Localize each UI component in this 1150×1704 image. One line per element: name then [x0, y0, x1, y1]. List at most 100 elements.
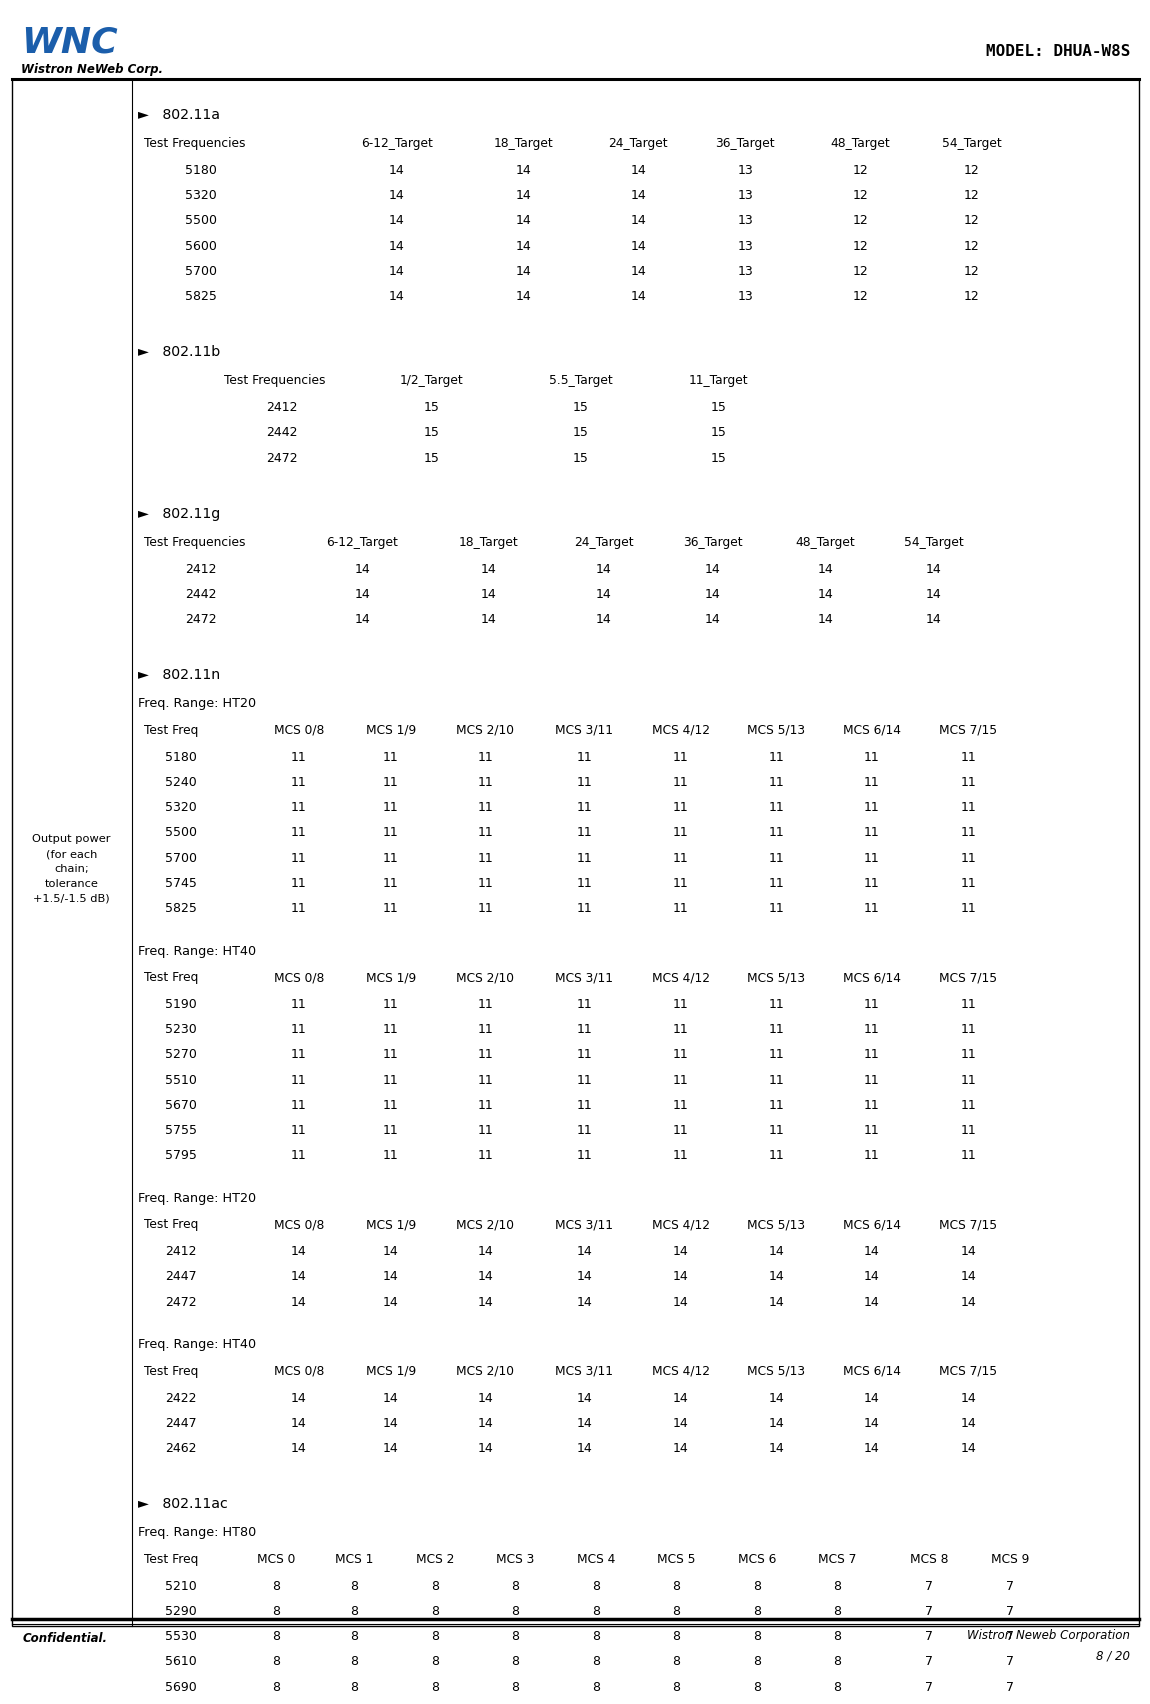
- Text: 11: 11: [960, 801, 976, 815]
- Text: 14: 14: [383, 1295, 399, 1309]
- Text: 11: 11: [768, 1125, 784, 1137]
- Text: 11: 11: [291, 1125, 307, 1137]
- Text: 14: 14: [477, 1392, 493, 1404]
- Text: 11: 11: [768, 878, 784, 889]
- Text: 8: 8: [592, 1631, 599, 1643]
- Text: 5600: 5600: [185, 240, 217, 252]
- Text: 8: 8: [431, 1655, 438, 1668]
- Text: 5745: 5745: [164, 878, 197, 889]
- Text: 14: 14: [389, 290, 405, 303]
- Text: 14: 14: [673, 1442, 689, 1455]
- Text: 11: 11: [576, 878, 592, 889]
- Text: 14: 14: [389, 264, 405, 278]
- Text: MCS 3/11: MCS 3/11: [555, 724, 613, 736]
- Text: 11: 11: [768, 1099, 784, 1111]
- Text: 11: 11: [291, 1148, 307, 1162]
- Text: 5500: 5500: [185, 215, 217, 227]
- Text: 14: 14: [705, 613, 721, 625]
- Text: 8: 8: [834, 1631, 841, 1643]
- Text: MCS 2/10: MCS 2/10: [457, 971, 514, 983]
- Text: 2412: 2412: [164, 1246, 197, 1258]
- Text: MCS 2/10: MCS 2/10: [457, 1365, 514, 1379]
- Text: 14: 14: [576, 1392, 592, 1404]
- Text: 11: 11: [477, 1074, 493, 1087]
- Text: 11: 11: [673, 1099, 689, 1111]
- Text: 11: 11: [673, 852, 689, 864]
- Text: 5755: 5755: [164, 1125, 197, 1137]
- Text: 14: 14: [596, 562, 612, 576]
- Text: 11: 11: [291, 852, 307, 864]
- Text: 5510: 5510: [164, 1074, 197, 1087]
- Text: 14: 14: [291, 1271, 307, 1283]
- Text: 14: 14: [576, 1295, 592, 1309]
- Text: MCS 5/13: MCS 5/13: [748, 1218, 805, 1232]
- Text: MCS 1/9: MCS 1/9: [366, 1365, 416, 1379]
- Text: 2412: 2412: [266, 400, 298, 414]
- Text: 11: 11: [477, 1148, 493, 1162]
- Text: 8: 8: [673, 1631, 680, 1643]
- Text: 11: 11: [477, 901, 493, 915]
- Text: 11: 11: [576, 852, 592, 864]
- Text: 11: 11: [768, 1048, 784, 1062]
- Text: 14: 14: [389, 164, 405, 177]
- Text: 14: 14: [705, 588, 721, 602]
- Text: 12: 12: [964, 215, 980, 227]
- Text: 5320: 5320: [185, 189, 217, 203]
- Text: Freq. Range: HT80: Freq. Range: HT80: [138, 1527, 256, 1539]
- Text: 11: 11: [576, 901, 592, 915]
- Text: 11: 11: [383, 878, 399, 889]
- Text: 11: 11: [960, 901, 976, 915]
- Text: 8: 8: [512, 1631, 519, 1643]
- Text: 11: 11: [673, 1125, 689, 1137]
- Text: 14: 14: [477, 1416, 493, 1430]
- Text: 12: 12: [964, 264, 980, 278]
- Text: 11: 11: [383, 1125, 399, 1137]
- Text: 11: 11: [576, 1022, 592, 1036]
- Text: 5825: 5825: [185, 290, 217, 303]
- Text: Freq. Range: HT40: Freq. Range: HT40: [138, 1338, 256, 1351]
- Text: 11: 11: [383, 1074, 399, 1087]
- Text: 11: 11: [383, 901, 399, 915]
- Text: 8: 8: [753, 1655, 760, 1668]
- Text: 11: 11: [864, 1022, 880, 1036]
- Text: 11: 11: [673, 775, 689, 789]
- Text: 11: 11: [960, 1148, 976, 1162]
- Text: 7: 7: [926, 1605, 933, 1617]
- Text: WNC: WNC: [21, 26, 117, 60]
- Text: 11: 11: [383, 775, 399, 789]
- Text: 11: 11: [477, 1099, 493, 1111]
- Text: MCS 7: MCS 7: [818, 1552, 857, 1566]
- Text: 15: 15: [573, 400, 589, 414]
- Text: 14: 14: [383, 1442, 399, 1455]
- Text: MCS 2/10: MCS 2/10: [457, 724, 514, 736]
- Text: MCS 0/8: MCS 0/8: [274, 724, 324, 736]
- Text: 14: 14: [864, 1246, 880, 1258]
- Text: 14: 14: [383, 1271, 399, 1283]
- Text: 11: 11: [960, 999, 976, 1010]
- Text: 14: 14: [596, 613, 612, 625]
- Text: 14: 14: [630, 240, 646, 252]
- Text: 5690: 5690: [164, 1680, 197, 1694]
- Text: Test Freq: Test Freq: [144, 971, 198, 983]
- Text: 36_Target: 36_Target: [715, 136, 775, 150]
- Text: 48_Target: 48_Target: [830, 136, 890, 150]
- Text: 8: 8: [351, 1680, 358, 1694]
- Text: 11: 11: [291, 999, 307, 1010]
- Text: 11: 11: [477, 751, 493, 763]
- Text: ►   802.11b: ► 802.11b: [138, 346, 221, 360]
- Text: 11: 11: [960, 1022, 976, 1036]
- Text: 14: 14: [291, 1416, 307, 1430]
- Text: 14: 14: [576, 1442, 592, 1455]
- Text: 12: 12: [852, 290, 868, 303]
- Text: 18_Target: 18_Target: [493, 136, 553, 150]
- Text: MCS 0/8: MCS 0/8: [274, 971, 324, 983]
- Text: MCS 1/9: MCS 1/9: [366, 1218, 416, 1232]
- Text: 15: 15: [423, 426, 439, 440]
- Text: 11: 11: [960, 1099, 976, 1111]
- Text: 11: 11: [576, 999, 592, 1010]
- Text: 14: 14: [477, 1295, 493, 1309]
- Text: 11: 11: [960, 1074, 976, 1087]
- Text: 8: 8: [431, 1680, 438, 1694]
- Text: 11: 11: [673, 1022, 689, 1036]
- Text: 11: 11: [291, 1022, 307, 1036]
